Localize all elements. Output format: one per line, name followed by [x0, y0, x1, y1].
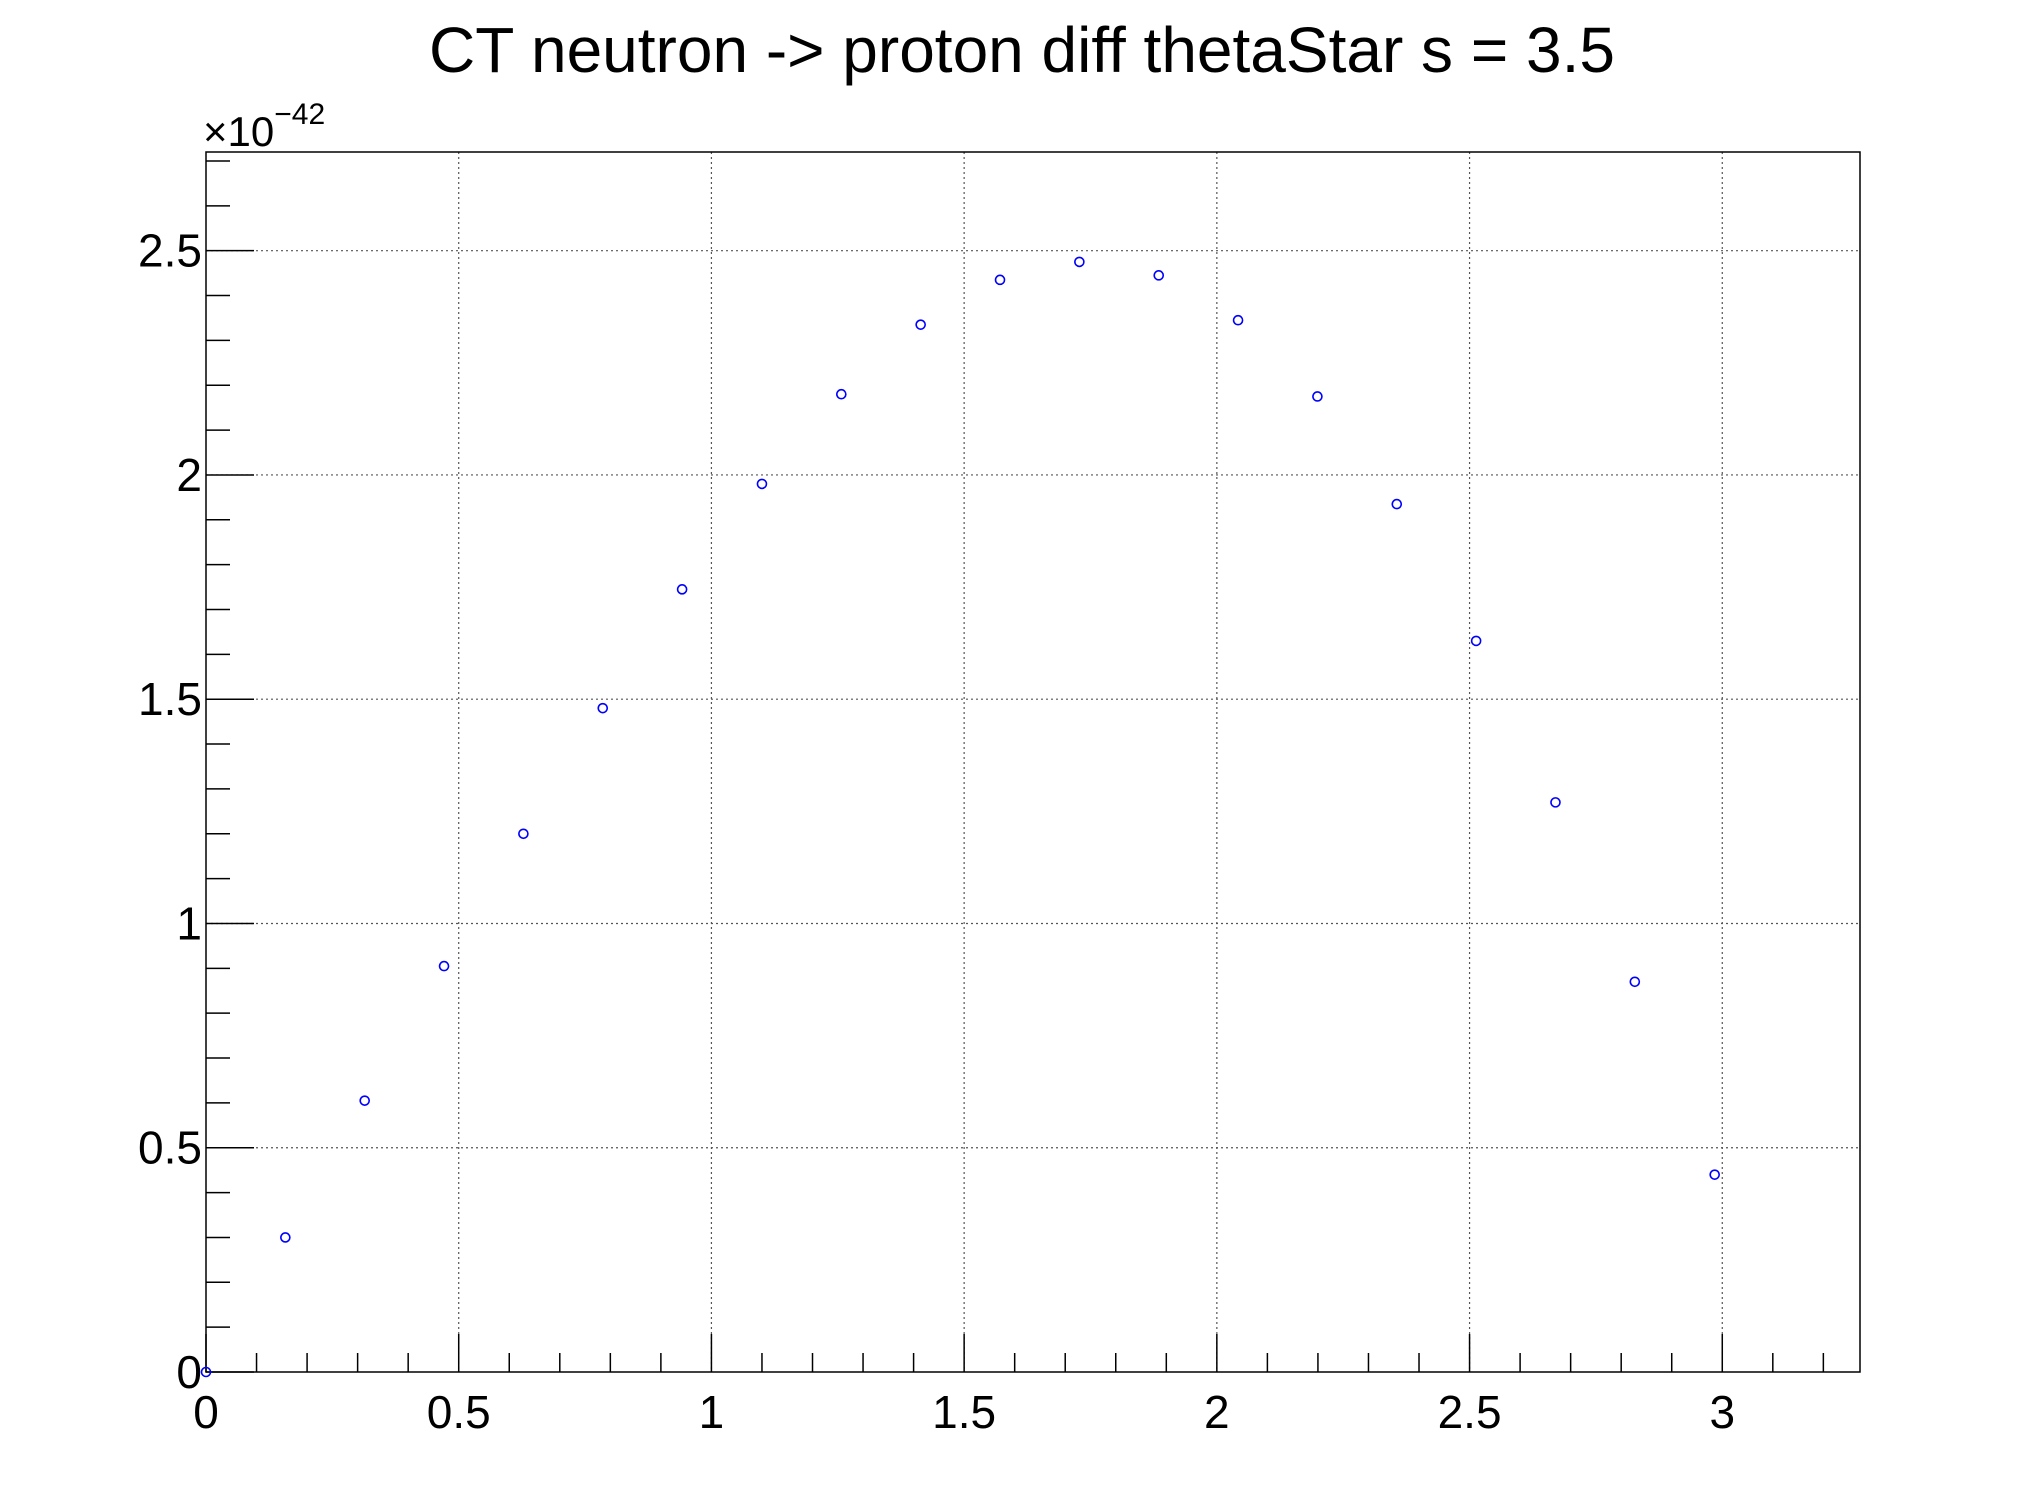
data-point [280, 1232, 291, 1243]
data-point [756, 478, 768, 490]
data-point [200, 1366, 212, 1378]
data-points [200, 256, 1720, 1378]
data-point [1470, 635, 1482, 647]
x-tick-label: 2 [1204, 1386, 1230, 1438]
data-point [1709, 1169, 1720, 1180]
y-multiplier-base: ×10 [203, 108, 274, 155]
axes: 0 0.5 1 1.5 2 2.5 3 0 0.5 1 1.5 2 2.5 [138, 160, 1825, 1438]
x-tick-label: 0.5 [427, 1386, 491, 1438]
data-point [518, 828, 529, 840]
x-tick-label: 3 [1709, 1386, 1735, 1438]
data-point [994, 274, 1006, 286]
x-tick-label: 2.5 [1438, 1386, 1502, 1438]
y-tick-label: 1 [176, 897, 202, 949]
data-point [915, 319, 926, 330]
data-point [597, 702, 609, 714]
grid [206, 152, 1860, 1372]
x-tick-label: 1 [699, 1386, 725, 1438]
x-tick-label: 0 [193, 1386, 219, 1438]
data-point [1074, 256, 1085, 268]
data-point [676, 584, 688, 595]
y-tick-label: 2.5 [138, 225, 202, 277]
y-tick-label: 1.5 [138, 673, 202, 725]
y-multiplier-exponent: −42 [274, 98, 325, 131]
data-point [438, 960, 450, 972]
y-axis-multiplier: ×10−42 [203, 98, 325, 155]
data-point [836, 388, 847, 400]
y-tick-label: 2 [176, 449, 202, 501]
data-point [1153, 270, 1165, 281]
data-point [1312, 391, 1323, 402]
data-point [359, 1095, 371, 1106]
data-point [1391, 498, 1403, 510]
y-tick-label: 0.5 [138, 1122, 202, 1174]
x-tick-label: 1.5 [932, 1386, 996, 1438]
y-tick-label: 0 [176, 1346, 202, 1398]
plot-frame [205, 151, 1861, 1373]
data-point [1629, 976, 1641, 988]
data-point [1232, 314, 1244, 326]
chart-title: CT neutron -> proton diff thetaStar s = … [429, 14, 1615, 86]
data-point [1550, 797, 1561, 808]
